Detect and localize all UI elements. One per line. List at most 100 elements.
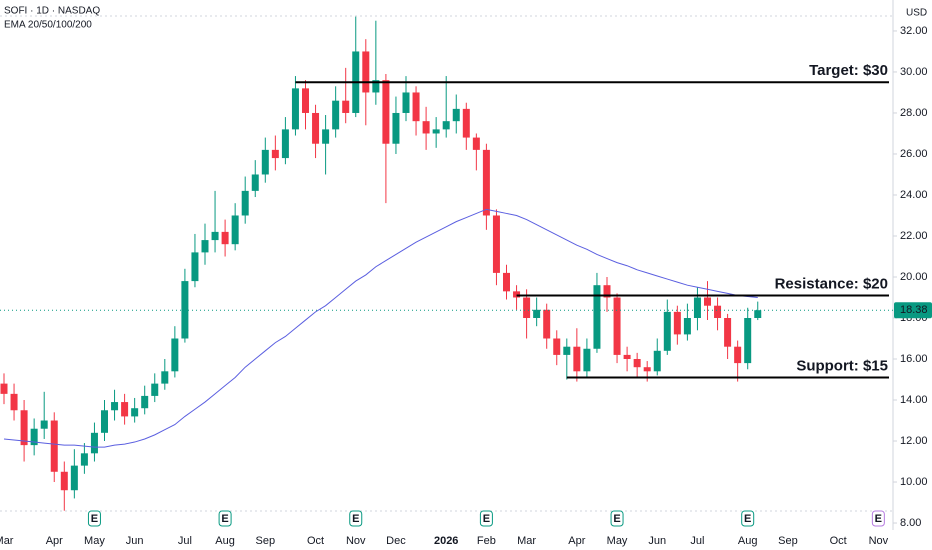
candle-body (623, 354, 631, 360)
currency-label: USD (906, 8, 927, 19)
candle-body (70, 465, 78, 491)
x-tick-label: May (84, 535, 105, 547)
candle-body (312, 112, 320, 144)
x-tick-label: Sep (778, 535, 798, 547)
candle-body (302, 88, 309, 113)
candle-body (452, 108, 460, 122)
candle-body (432, 129, 440, 134)
x-tick-label: Jun (126, 535, 144, 547)
candle-body (241, 190, 249, 216)
candle-body (392, 112, 400, 144)
candle-body (90, 432, 98, 454)
candle-body (291, 88, 299, 130)
earnings-marker (871, 510, 885, 527)
last-price-tag (894, 302, 932, 319)
candle-body (342, 100, 350, 113)
chart-title: SOFI · 1D · NASDAQ (4, 6, 100, 17)
candle-body (563, 346, 571, 355)
earnings-label: E (875, 513, 882, 525)
earnings-label: E (352, 513, 359, 525)
candle-body (593, 285, 601, 349)
candle-body (101, 410, 108, 433)
x-tick-label: Aug (738, 535, 758, 547)
candle-body (653, 350, 661, 372)
level-label: Resistance: $20 (775, 275, 888, 292)
candle-body (513, 291, 521, 298)
x-tick-label: Mar (517, 535, 536, 547)
candle-body (693, 297, 701, 318)
candle-body (171, 338, 179, 372)
x-tick-label: Jul (178, 535, 192, 547)
candle-body (543, 309, 551, 339)
candle-body (50, 420, 58, 472)
indicator-legend: EMA 20/50/100/200 (4, 20, 92, 31)
x-tick-label: Oct (830, 535, 847, 547)
candle-body (683, 318, 691, 335)
earnings-label: E (613, 513, 620, 525)
candle-body (744, 318, 752, 364)
candle-body (141, 395, 149, 409)
ema-line (3, 208, 758, 448)
earnings-marker (349, 510, 363, 527)
x-tick-label: Nov (346, 535, 366, 547)
y-tick-label: 32.00 (900, 25, 928, 37)
candle-body (261, 149, 269, 175)
candle-body (663, 311, 671, 351)
x-tick-label: Nov (869, 535, 889, 547)
candle-body (643, 367, 651, 372)
x-tick-label: Mar (0, 535, 14, 547)
x-tick-label: Apr (568, 535, 585, 547)
candle-body (30, 428, 38, 446)
x-tick-label: Jun (648, 535, 666, 547)
x-tick-label: Dec (386, 535, 406, 547)
candle-body (322, 129, 330, 144)
candle-body (724, 318, 732, 347)
x-tick-label: May (607, 535, 628, 547)
y-tick-label: 8.00 (900, 517, 921, 529)
candle-body (221, 231, 229, 245)
candle-body (523, 297, 531, 318)
candle-body (613, 297, 621, 355)
candle-body (704, 297, 711, 306)
last-price-label: 18.38 (900, 304, 928, 316)
candle-body (442, 121, 450, 130)
candle-body (151, 383, 159, 396)
earnings-marker (87, 510, 101, 527)
earnings-marker (218, 510, 232, 527)
level-label: Target: $30 (809, 62, 888, 79)
earnings-label: E (483, 513, 490, 525)
candle-body (0, 383, 8, 394)
candle-body (271, 149, 279, 159)
candle-body (251, 174, 259, 191)
x-tick-label: Feb (477, 535, 496, 547)
y-tick-label: 20.00 (900, 271, 928, 283)
candle-body (492, 215, 500, 273)
candle-body (573, 346, 581, 372)
earnings-marker (741, 510, 755, 527)
x-tick-label: 2026 (434, 535, 458, 547)
candle-body (482, 149, 490, 216)
x-tick-label: Oct (307, 535, 324, 547)
candle-body (422, 121, 430, 134)
x-tick-label: Jul (690, 535, 704, 547)
candle-body (533, 309, 541, 318)
x-tick-label: Sep (256, 535, 276, 547)
y-tick-label: 22.00 (900, 230, 928, 242)
earnings-label: E (221, 513, 228, 525)
candle-body (20, 410, 28, 446)
y-tick-label: 14.00 (900, 394, 928, 406)
candle-body (553, 338, 561, 355)
candle-body (503, 272, 510, 292)
y-tick-label: 26.00 (900, 148, 928, 160)
earnings-label: E (744, 513, 751, 525)
y-tick-label: 24.00 (900, 189, 928, 201)
candle-body (673, 311, 681, 335)
candle-body (633, 359, 641, 368)
level-label: Support: $15 (796, 357, 888, 374)
candle-body (161, 371, 169, 384)
candle-body (191, 252, 199, 282)
candle-body (211, 231, 219, 241)
candle-body (462, 108, 470, 138)
x-tick-label: Apr (46, 535, 63, 547)
